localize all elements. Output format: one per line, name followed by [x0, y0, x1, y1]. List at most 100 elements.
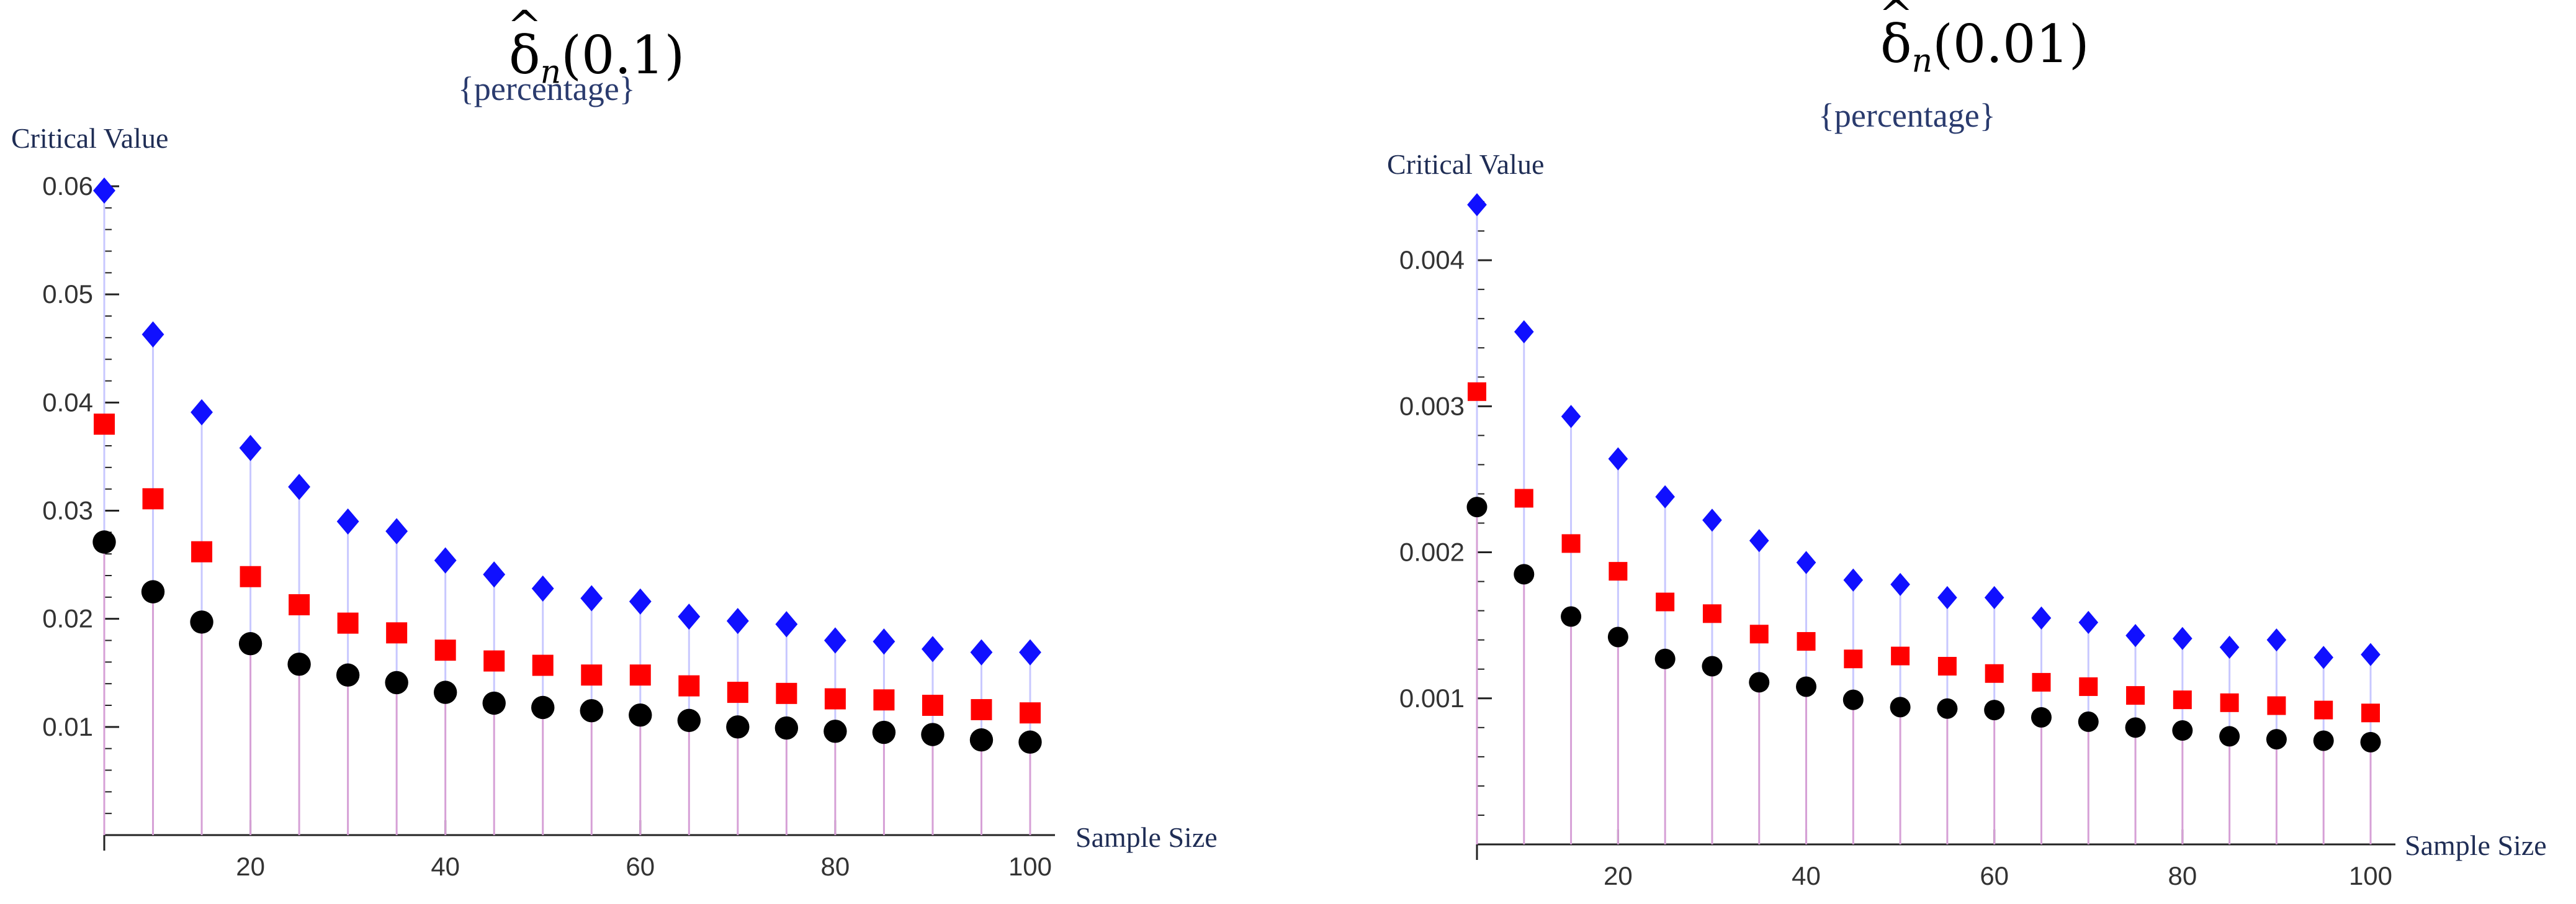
- data-point-diamond: [1655, 485, 1675, 508]
- data-point-circle: [1561, 606, 1582, 627]
- data-point-diamond: [239, 435, 262, 461]
- data-point-circle: [921, 723, 945, 746]
- data-point-circle: [2078, 711, 2099, 732]
- data-point-square: [2267, 696, 2286, 715]
- data-point-square: [191, 541, 213, 563]
- data-point-circle: [238, 632, 263, 656]
- data-point-circle: [1607, 626, 1628, 648]
- data-point-circle: [774, 716, 799, 740]
- data-point-square: [1468, 382, 1486, 401]
- x-tick-label: 80: [2168, 861, 2197, 890]
- data-point-square: [2032, 672, 2051, 692]
- data-point-diamond: [1843, 568, 1864, 592]
- data-point-circle: [2219, 726, 2240, 747]
- data-point-square: [240, 566, 261, 587]
- title-hat-icon: ^: [507, 2, 542, 51]
- data-point-circle: [287, 653, 311, 676]
- data-point-diamond: [2219, 635, 2240, 659]
- data-point-circle: [1890, 697, 1911, 718]
- data-point-square: [1656, 592, 1675, 612]
- chart-panel-left: δ ^ n(0.1) {percentage} Critical Value Sam…: [11, 2, 1218, 881]
- data-point-square: [824, 688, 846, 710]
- title-argument: (0.01): [1932, 14, 2089, 75]
- data-point-square: [386, 622, 408, 644]
- data-point-square: [1891, 646, 1910, 666]
- data-point-circle: [629, 703, 652, 727]
- data-point-circle: [872, 720, 896, 744]
- data-point-circle: [190, 610, 213, 634]
- chart-title: δ ^ n(0.01): [1878, 0, 2089, 80]
- data-point-diamond: [93, 177, 115, 204]
- data-point-square: [1844, 649, 1863, 669]
- data-point-circle: [1514, 564, 1535, 585]
- data-point-square: [94, 414, 115, 435]
- data-point-square: [142, 488, 164, 510]
- data-point-circle: [824, 720, 847, 743]
- data-point-diamond: [2031, 606, 2052, 630]
- data-point-circle: [1018, 730, 1042, 754]
- chart-title: δ ^ n(0.1): [507, 2, 684, 91]
- chart-subtitle: {percentage}: [1818, 97, 1996, 134]
- data-point-diamond: [1514, 320, 1534, 343]
- data-point-diamond: [483, 561, 506, 588]
- data-point-square: [483, 650, 505, 672]
- data-point-square: [678, 675, 700, 697]
- data-point-diamond: [873, 628, 895, 655]
- x-tick-label: 60: [626, 852, 655, 881]
- data-point-square: [289, 594, 310, 616]
- x-tick-label: 60: [1980, 861, 2009, 890]
- y-tick-label: 0.004: [1399, 245, 1465, 274]
- data-point-diamond: [2078, 610, 2099, 635]
- x-tick-label: 80: [821, 852, 850, 881]
- y-tick-label: 0.03: [42, 496, 93, 525]
- data-point-diamond: [141, 321, 164, 348]
- data-point-diamond: [2125, 624, 2145, 648]
- data-point-circle: [1937, 698, 1958, 719]
- data-point-square: [922, 695, 943, 716]
- data-point-square: [1797, 632, 1816, 651]
- chart-panel-right: δ ^ n(0.01) {percentage} Critical Value Sa…: [1288, 0, 2576, 904]
- data-point-circle: [482, 691, 506, 715]
- title-hat-icon: ^: [1878, 0, 1914, 40]
- data-point-square: [1749, 625, 1769, 644]
- data-point-circle: [2313, 730, 2334, 751]
- data-point-circle: [1984, 700, 2005, 721]
- data-point-circle: [1796, 676, 1817, 697]
- data-point-diamond: [824, 627, 846, 654]
- chart-plot-area: 0.01 0.02 0.03 0.04 0.05 0.06 20 40 60 80 100: [42, 171, 1055, 881]
- data-point-diamond: [970, 639, 993, 666]
- data-point-square: [727, 682, 748, 703]
- data-point-square: [1937, 657, 1957, 676]
- data-point-circle: [2266, 729, 2287, 750]
- data-point-square: [434, 640, 456, 661]
- data-point-diamond: [434, 547, 457, 574]
- data-point-square: [629, 664, 651, 686]
- data-point-diamond: [1561, 405, 1581, 428]
- chart-plot-area: 0.001 0.002 0.003 0.004 20 40 60 80 100: [1399, 193, 2395, 890]
- x-tick-label: 100: [1008, 852, 1052, 881]
- data-point-square: [581, 664, 603, 686]
- data-point-diamond: [1937, 585, 1957, 610]
- data-point-diamond: [580, 585, 603, 612]
- y-tick-label: 0.002: [1399, 538, 1465, 567]
- x-tick-label: 20: [1604, 861, 1633, 890]
- title-subscript: n: [540, 53, 562, 91]
- data-point-square: [1702, 604, 1721, 623]
- x-tick-label: 40: [431, 852, 460, 881]
- data-point-diamond: [922, 636, 944, 662]
- data-point-circle: [2172, 720, 2193, 741]
- data-point-square: [2361, 703, 2380, 723]
- y-tick-label: 0.003: [1399, 391, 1465, 420]
- data-point-circle: [1749, 672, 1770, 693]
- chart-subtitle: {percentage}: [458, 70, 635, 107]
- data-point-square: [971, 698, 992, 720]
- data-point-square: [2314, 700, 2333, 720]
- data-point-diamond: [678, 603, 701, 630]
- data-point-diamond: [775, 611, 798, 638]
- data-point-circle: [1466, 497, 1488, 518]
- data-point-diamond: [2361, 643, 2381, 666]
- data-point-circle: [2125, 717, 2146, 738]
- data-point-circle: [1842, 689, 1864, 710]
- data-point-square: [1020, 702, 1041, 724]
- data-point-circle: [531, 695, 555, 720]
